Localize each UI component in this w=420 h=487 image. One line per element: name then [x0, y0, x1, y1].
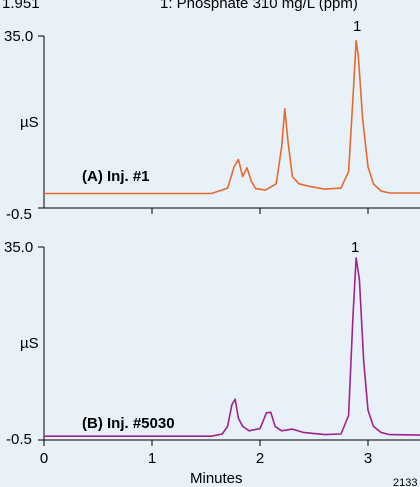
x-tick-label-2: 2	[256, 450, 264, 467]
chart-marks: 0 1 2 3	[40, 40, 420, 467]
panel-b-y-tick-label-bottom: -0.5	[6, 431, 32, 448]
panel-b-trace-0	[44, 257, 420, 437]
panel-a-y-tick-label-top: 35.0	[4, 28, 33, 45]
panel-a-y-tick-label-bottom: -0.5	[6, 206, 32, 223]
panel-b-peak-label: 1	[351, 239, 359, 256]
panel-b-y-axis-label: µS	[20, 335, 39, 352]
x-tick-label-1: 1	[148, 450, 156, 467]
panel-a-trace-0	[44, 40, 420, 195]
panel-b: 35.0 -0.5 µS (B) Inj. #5030 1 Minutes 21…	[4, 239, 420, 487]
panel-a: 35.0 -0.5 µS (A) Inj. #1 1	[4, 18, 420, 223]
panel-a-label: (A) Inj. #1	[82, 168, 150, 185]
x-axis-label: Minutes	[190, 470, 243, 487]
x-tick-label-3: 3	[364, 450, 372, 467]
panel-a-y-axis-label: µS	[20, 114, 39, 131]
header-title-fragment: 1: Phosphate 310 mg/L (ppm)	[160, 0, 358, 12]
panel-b-label: (B) Inj. #5030	[82, 415, 175, 432]
figure-code: 2133	[393, 477, 417, 487]
panel-b-y-tick-label-top: 35.0	[4, 239, 33, 256]
panel-a-peak-label: 1	[353, 18, 361, 35]
header-left-fragment: 1.951	[2, 0, 40, 12]
x-tick-label-0: 0	[40, 450, 48, 467]
